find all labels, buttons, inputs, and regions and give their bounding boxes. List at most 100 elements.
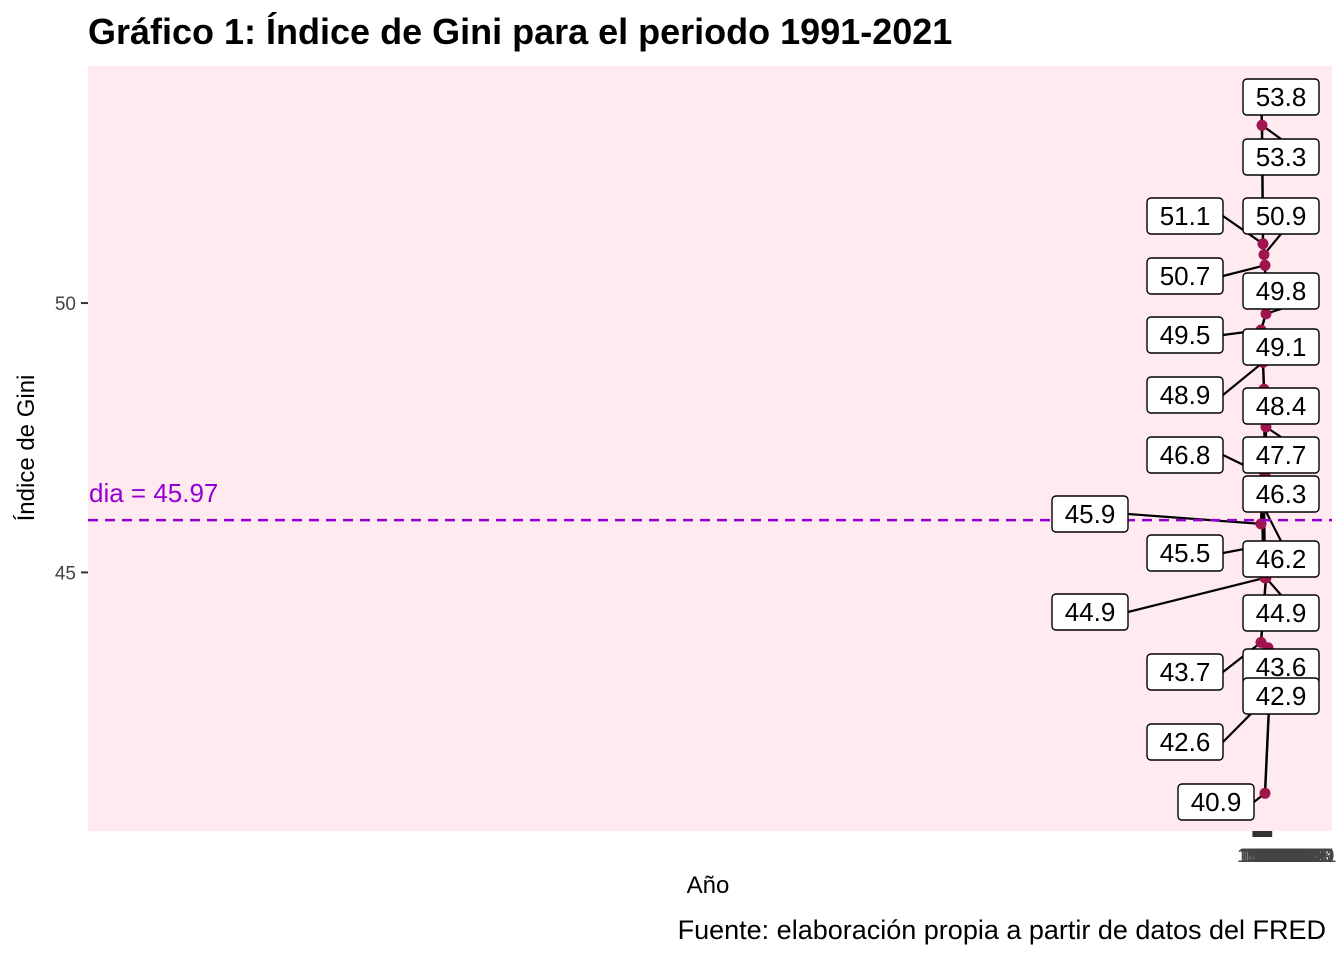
x-tick-label: 1996	[1247, 846, 1289, 867]
data-label: 47.7	[1242, 436, 1320, 474]
data-label: 42.6	[1146, 723, 1224, 761]
data-label-box	[1146, 723, 1224, 761]
data-label: 53.3	[1242, 138, 1320, 176]
data-label-box	[1242, 594, 1320, 632]
data-label-text: 45.5	[1160, 538, 1211, 568]
chart-title: Gráfico 1: Índice de Gini para el period…	[88, 11, 952, 52]
data-label-text: 53.8	[1256, 82, 1307, 112]
data-label-text: 48.4	[1256, 391, 1307, 421]
x-tick-label: 2011	[1275, 846, 1316, 867]
data-label-text: 43.7	[1160, 657, 1211, 687]
data-label-box	[1242, 475, 1320, 513]
data-label-box	[1242, 387, 1320, 425]
data-label-text: 46.2	[1256, 544, 1307, 574]
y-axis-title: Índice de Gini	[13, 375, 40, 522]
data-label-box	[1146, 376, 1224, 414]
data-label: 50.9	[1242, 197, 1320, 235]
data-label: 51.1	[1146, 197, 1224, 235]
x-tick-label: 2016	[1285, 846, 1327, 867]
data-label: 50.7	[1146, 257, 1224, 295]
data-label-box	[1242, 540, 1320, 578]
data-label: 46.2	[1242, 540, 1320, 578]
data-label-box	[1242, 138, 1320, 176]
data-label-text: 46.8	[1160, 440, 1211, 470]
data-label: 43.7	[1146, 653, 1224, 691]
data-label-text: 47.7	[1256, 440, 1307, 470]
data-label: 49.8	[1242, 272, 1320, 310]
x-tick-label: 1993	[1241, 846, 1283, 867]
x-tick-label: 2003	[1260, 846, 1302, 867]
chart-caption: Fuente: elaboración propia a partir de d…	[678, 915, 1326, 945]
data-label-box	[1146, 197, 1224, 235]
x-tick-label: 2014	[1281, 846, 1324, 867]
plot-panel	[88, 66, 1332, 831]
data-label-text: 42.9	[1256, 681, 1307, 711]
data-label: 49.5	[1146, 316, 1224, 354]
data-labels: 53.8 53.3 51.1 50.9 50.7 49.8 49.5 49.1 48.9 48.4…	[1051, 78, 1320, 821]
y-tick-label: 45	[55, 563, 76, 584]
data-label-text: 49.5	[1160, 320, 1211, 350]
data-label: 46.3	[1242, 475, 1320, 513]
data-label-box	[1146, 653, 1224, 691]
x-tick-label: 1997	[1248, 846, 1290, 867]
x-tick-label: 2002	[1258, 846, 1300, 867]
x-tick-label: 2007	[1267, 846, 1309, 867]
data-label: 45.9	[1051, 495, 1129, 533]
x-tick-label: 1994	[1243, 846, 1286, 867]
data-label-box	[1146, 436, 1224, 474]
data-point	[1260, 308, 1272, 320]
data-label-text: 49.1	[1256, 332, 1307, 362]
data-label-text: 48.9	[1160, 380, 1211, 410]
data-label: 43.6	[1242, 648, 1320, 686]
x-tick-label: 2006	[1266, 846, 1308, 867]
label-connector	[1222, 264, 1266, 278]
x-tick-label: 2000	[1254, 846, 1296, 867]
data-label-text: 43.6	[1256, 652, 1307, 682]
data-label-box	[1146, 316, 1224, 354]
x-tick-label: 2019	[1290, 846, 1332, 867]
label-connector	[1222, 641, 1262, 673]
x-tick-label: 2013	[1279, 846, 1321, 867]
x-tick-label: 2010	[1273, 846, 1315, 867]
data-label-text: 50.7	[1160, 261, 1211, 291]
data-label-text: 50.9	[1256, 201, 1307, 231]
data-label-box	[1177, 783, 1255, 821]
data-label-text: 44.9	[1256, 598, 1307, 628]
data-point	[1258, 249, 1270, 261]
data-label-box	[1242, 78, 1320, 116]
data-label-box	[1146, 257, 1224, 295]
x-axis-title: Año	[687, 872, 730, 899]
x-tick-label: 1995	[1245, 846, 1287, 867]
data-point	[1257, 238, 1269, 250]
x-tick-label: 2018	[1288, 846, 1330, 867]
data-label: 45.5	[1146, 534, 1224, 572]
x-tick-label: 2020	[1292, 846, 1334, 867]
x-tick-label: 1991	[1237, 846, 1279, 867]
data-label-text: 49.8	[1256, 276, 1307, 306]
data-point	[1259, 787, 1271, 799]
mean-label: dia = 45.97	[89, 478, 218, 508]
y-axis: 45 50	[55, 294, 88, 584]
data-label-box	[1051, 593, 1129, 631]
x-tick-label: 1998	[1250, 846, 1292, 867]
x-tick-label: 1992	[1239, 846, 1281, 867]
x-tick-label: 2004	[1262, 846, 1305, 867]
data-label-box	[1242, 328, 1320, 366]
data-label-text: 40.9	[1191, 787, 1242, 817]
data-label-text: 44.9	[1065, 597, 1116, 627]
data-label: 49.1	[1242, 328, 1320, 366]
data-label-box	[1242, 272, 1320, 310]
data-point	[1256, 119, 1268, 131]
data-label-text: 45.9	[1065, 499, 1116, 529]
x-tick-label: 2008	[1269, 846, 1311, 867]
data-label: 48.4	[1242, 387, 1320, 425]
data-label-text: 53.3	[1256, 142, 1307, 172]
data-label: 48.9	[1146, 376, 1224, 414]
data-label: 42.9	[1242, 677, 1320, 715]
data-label-box	[1242, 436, 1320, 474]
label-connector	[1263, 507, 1282, 542]
x-tick-label: 1999	[1252, 846, 1294, 867]
data-label: 44.9	[1242, 594, 1320, 632]
x-tick-label: 2001	[1256, 846, 1298, 867]
